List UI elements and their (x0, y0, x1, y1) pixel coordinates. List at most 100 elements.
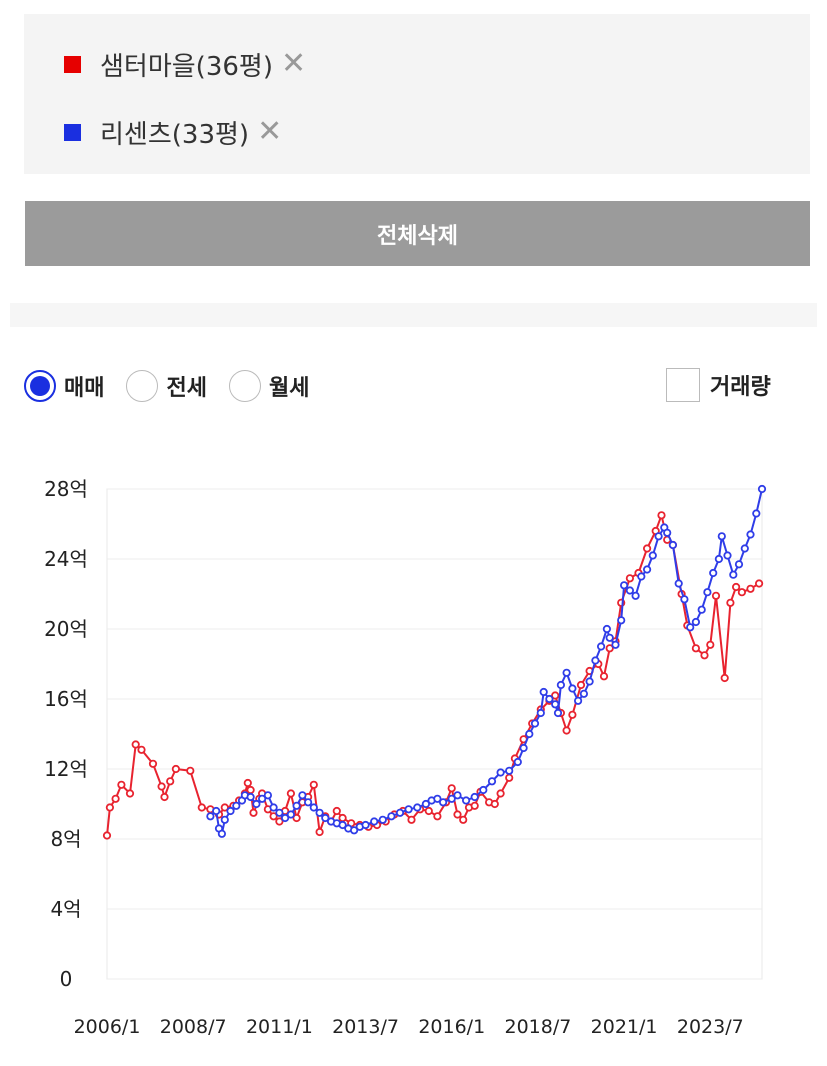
data-point (513, 757, 522, 767)
data-point (562, 726, 571, 735)
data-point (378, 815, 387, 824)
data-point (433, 794, 442, 803)
x-tick-label: 2021/1 (591, 1016, 658, 1038)
radio-label: 월세 (268, 376, 310, 401)
x-tick-label: 2013/7 (332, 1016, 399, 1038)
data-point (551, 691, 560, 700)
data-point (642, 544, 652, 553)
data-point (668, 540, 678, 550)
data-point (700, 651, 709, 660)
data-point (275, 817, 284, 826)
data-point (470, 792, 479, 802)
data-point (338, 813, 347, 823)
data-point (257, 794, 267, 803)
data-point (723, 551, 732, 560)
data-point (479, 785, 488, 795)
data-point (585, 677, 594, 686)
data-point (453, 791, 462, 800)
data-point (496, 768, 505, 777)
data-point (740, 544, 749, 553)
data-point (686, 623, 695, 632)
data-point (232, 801, 241, 810)
data-point (746, 584, 755, 593)
data-point (556, 680, 566, 690)
data-point (551, 700, 560, 709)
data-point (286, 810, 295, 819)
radio-option-sale[interactable]: 매매 (24, 370, 104, 402)
data-point (663, 528, 672, 537)
radio-option-jeonse[interactable]: 전세 (126, 370, 207, 402)
x-tick-label: 2018/7 (504, 1016, 571, 1038)
data-point (243, 778, 252, 788)
data-point (252, 799, 261, 809)
data-point (269, 803, 278, 812)
data-point (654, 532, 663, 541)
data-point (421, 799, 430, 809)
x-tick-label: 2008/7 (160, 1016, 227, 1038)
data-point (246, 785, 255, 795)
data-point (731, 582, 741, 592)
data-point (519, 743, 528, 753)
data-point (711, 591, 721, 600)
data-point (505, 766, 514, 775)
data-point (680, 595, 689, 604)
radio-button[interactable] (24, 370, 56, 402)
data-point (746, 530, 755, 539)
data-point (505, 773, 514, 782)
data-point (447, 784, 456, 793)
y-tick-label: 8억 (50, 827, 81, 851)
x-tick-label: 2023/7 (677, 1016, 744, 1038)
data-point (220, 803, 229, 812)
data-point (269, 812, 278, 821)
data-point (246, 792, 255, 802)
close-icon[interactable]: ✕ (257, 114, 283, 149)
data-point (568, 710, 577, 719)
data-point (553, 708, 563, 718)
close-icon[interactable]: ✕ (280, 46, 307, 81)
radio-label: 전세 (166, 376, 207, 401)
data-point (717, 532, 726, 541)
delete-all-button[interactable]: 전체삭제 (25, 201, 810, 266)
data-point (642, 565, 652, 574)
data-point (648, 551, 657, 560)
radio-option-monthly-rent[interactable]: 월세 (228, 370, 310, 402)
data-point (487, 777, 497, 786)
data-point (370, 817, 379, 826)
data-point (309, 803, 318, 812)
data-point (757, 484, 767, 494)
radio-button[interactable] (228, 370, 261, 402)
data-point (536, 708, 545, 718)
data-point (734, 560, 744, 569)
x-tick-label: 2006/1 (74, 1016, 141, 1038)
data-point (263, 791, 272, 800)
y-tick-label: 24억 (44, 547, 88, 571)
data-point (637, 572, 646, 581)
series-color-swatch (64, 55, 81, 73)
data-point (709, 568, 718, 578)
volume-checkbox[interactable] (666, 368, 700, 402)
data-point (720, 673, 729, 683)
data-point (726, 598, 735, 607)
filter-item-label: 샘터마을(36평) (100, 51, 273, 82)
data-point (438, 798, 448, 807)
data-point (292, 801, 301, 810)
data-point (105, 803, 115, 812)
data-point (453, 810, 462, 819)
data-point (602, 624, 612, 634)
plot-area (106, 488, 763, 980)
data-point (395, 808, 405, 817)
data-point (625, 574, 635, 583)
data-point (102, 831, 112, 840)
volume-toggle[interactable]: 거래량 (666, 368, 771, 402)
data-point (459, 815, 468, 824)
data-point (217, 829, 226, 838)
data-point (275, 808, 284, 817)
data-point (315, 808, 324, 817)
data-point (332, 806, 341, 816)
x-tick-label: 2016/1 (418, 1016, 485, 1038)
data-point (117, 780, 126, 789)
series-color-swatch (64, 123, 81, 141)
volume-label: 거래량 (710, 375, 771, 400)
radio-button[interactable] (126, 370, 159, 402)
data-point (424, 806, 433, 816)
